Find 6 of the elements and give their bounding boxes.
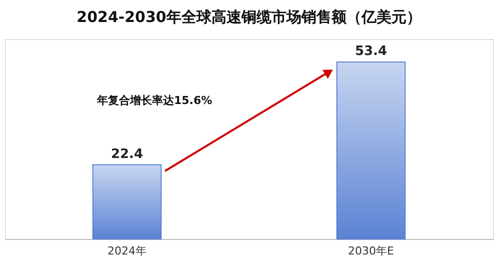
annotation: 年复合增长率达15.6% [96, 94, 212, 107]
chart-title: 2024-2030年全球高速铜缆市场销售额（亿美元） [76, 8, 422, 26]
data-label: 53.4 [354, 44, 388, 60]
x-tick-label: 2024年 [108, 244, 146, 258]
x-tick-label: 2030年E [348, 244, 394, 258]
data-label: 22.4 [110, 146, 144, 162]
